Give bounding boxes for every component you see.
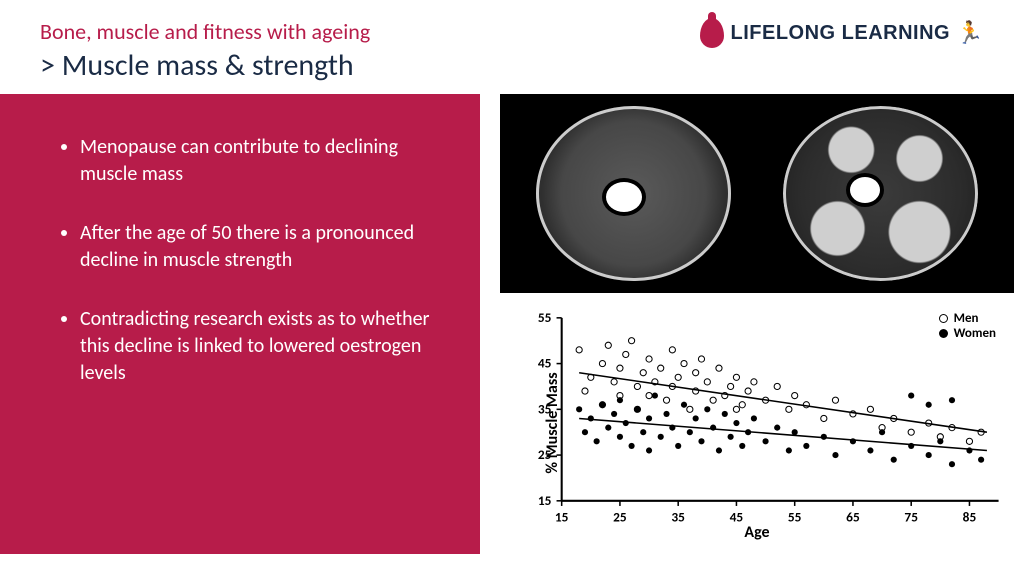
runner-icon: 🏃	[956, 20, 984, 46]
scatter-chart: % Muscle Mass Men Women 1525354555657585…	[500, 303, 1014, 544]
femur-bone-icon	[850, 177, 880, 203]
ct-scan-young	[536, 106, 731, 281]
x-axis-label: Age	[500, 523, 1014, 542]
content-row: Menopause can contribute to declining mu…	[0, 94, 1024, 554]
list-item: Menopause can contribute to declining mu…	[80, 134, 440, 188]
subtitle: > Muscle mass & strength	[40, 47, 370, 84]
image-column: % Muscle Mass Men Women 1525354555657585…	[480, 94, 1024, 554]
svg-text:15: 15	[538, 491, 552, 508]
svg-text:45: 45	[538, 354, 552, 371]
chart-svg: 15253545556575851525354555	[500, 303, 1014, 544]
y-axis-label: % Muscle Mass	[543, 373, 562, 474]
filled-circle-icon	[939, 329, 948, 338]
list-item: After the age of 50 there is a pronounce…	[80, 220, 440, 274]
femur-bone-icon	[606, 182, 642, 212]
logo-text: LIFELONG LEARNING	[730, 22, 950, 45]
legend-label: Men	[954, 311, 979, 326]
legend-label: Women	[954, 326, 996, 341]
ct-scan-old	[783, 106, 978, 281]
legend-item: Women	[939, 326, 996, 341]
title-block: Bone, muscle and fitness with ageing > M…	[40, 18, 370, 84]
bullet-list: Menopause can contribute to declining mu…	[60, 134, 440, 387]
logo: LIFELONG LEARNING 🏃	[700, 18, 984, 48]
text-panel: Menopause can contribute to declining mu…	[0, 94, 480, 554]
list-item: Contradicting research exists as to whet…	[80, 306, 440, 387]
ct-scan-panel	[500, 94, 1014, 293]
chart-legend: Men Women	[939, 311, 996, 341]
supertitle: Bone, muscle and fitness with ageing	[40, 18, 370, 45]
logo-badge-icon	[700, 18, 724, 48]
slide-header: Bone, muscle and fitness with ageing > M…	[0, 0, 1024, 94]
legend-item: Men	[939, 311, 996, 326]
svg-text:55: 55	[538, 309, 552, 326]
open-circle-icon	[939, 314, 948, 323]
